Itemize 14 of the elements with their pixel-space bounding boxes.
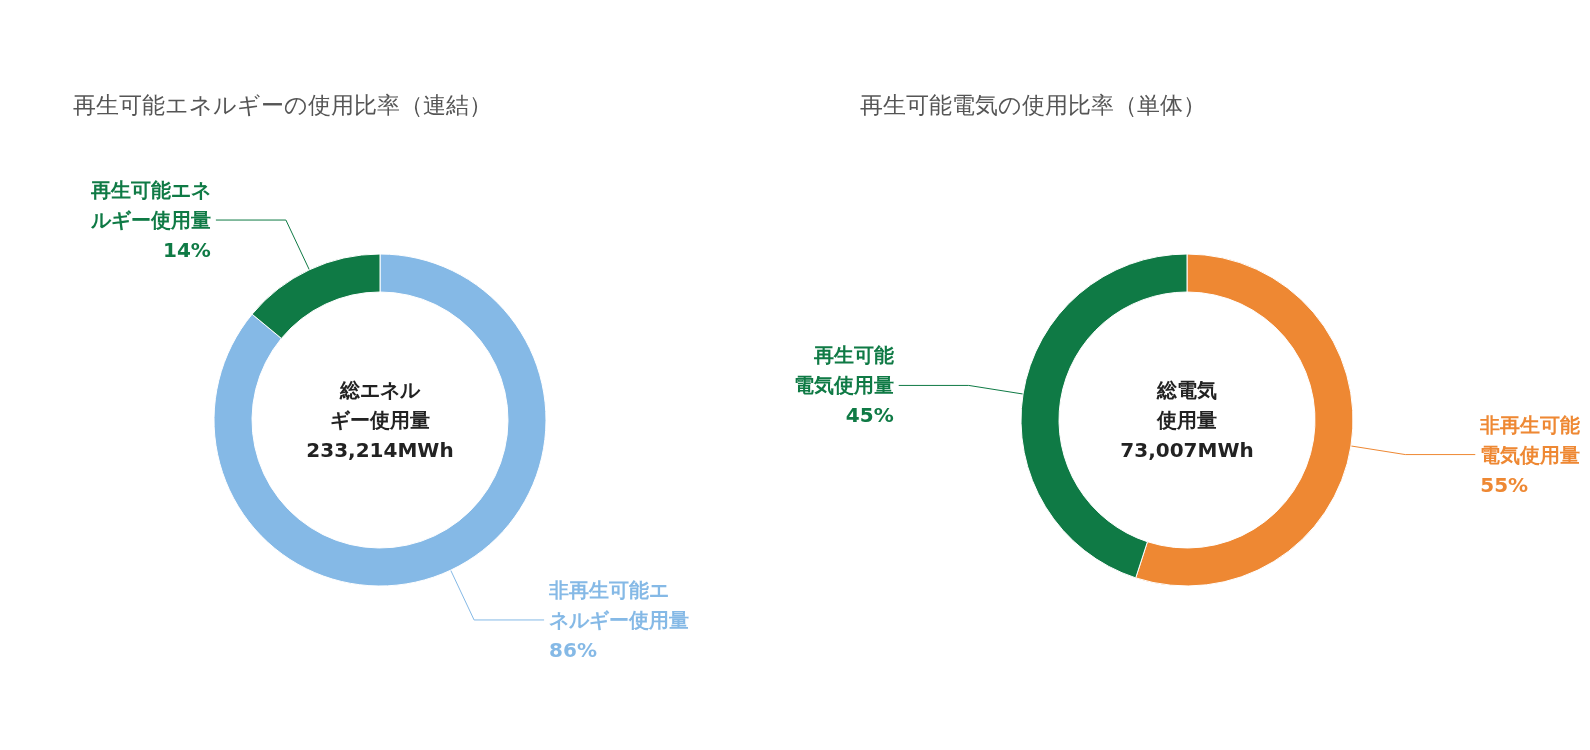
text: 総電気使用量 xyxy=(1156,378,1217,432)
slice-label: 再生可能電気使用量 xyxy=(793,343,894,398)
text: 73,007MWh xyxy=(1120,438,1254,462)
data-label: 86% xyxy=(549,637,597,662)
data-label: 14% xyxy=(163,238,211,263)
text: 総エネルギー使用量 xyxy=(330,378,430,432)
data-label: 55% xyxy=(1480,472,1529,497)
data-label: 45% xyxy=(845,403,894,428)
chart-title: 再生可能電気の使用比率（単体） xyxy=(860,91,1206,118)
text: 233,214MWh xyxy=(306,438,454,462)
slice-label: 非再生可能エネルギー使用量 xyxy=(548,577,690,632)
slice-label: 再生可能エネルギー使用量 xyxy=(89,178,211,233)
chart-title: 再生可能エネルギーの使用比率（連結） xyxy=(73,91,492,118)
slice-label: 非再生可能電気使用量 xyxy=(1479,412,1581,467)
